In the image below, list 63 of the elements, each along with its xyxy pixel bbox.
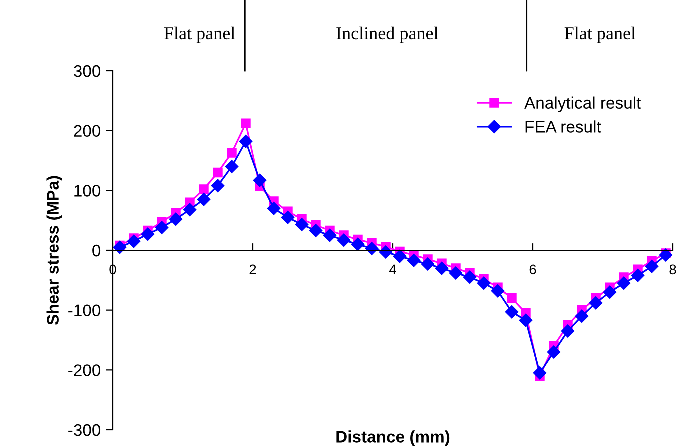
point: [267, 202, 281, 216]
legend-label: Analytical result: [524, 96, 642, 112]
point: [603, 286, 617, 299]
point: [547, 346, 561, 359]
point: [659, 248, 673, 262]
point: [141, 228, 155, 241]
text: Flat panel: [564, 26, 636, 44]
point: [575, 310, 589, 323]
point: [337, 234, 351, 247]
y-tick-label: 300: [74, 65, 101, 78]
y-tick-label: 100: [74, 185, 101, 197]
point: [463, 270, 477, 284]
y-tick-label: 200: [74, 125, 101, 138]
y-tick-label: -200: [68, 364, 101, 376]
point: [393, 250, 407, 264]
point: [435, 262, 449, 276]
point: [199, 184, 209, 194]
y-tick-label: -100: [68, 304, 101, 317]
legend-label: FEA result: [526, 120, 602, 133]
x-tick-label: 4: [389, 264, 396, 274]
point: [561, 324, 575, 338]
point: [227, 148, 237, 158]
x-tick-label: 6: [530, 264, 536, 275]
point: [183, 203, 197, 216]
point: [533, 366, 547, 380]
point: [155, 221, 169, 234]
point: [645, 260, 659, 274]
point: [505, 306, 519, 319]
point: [323, 228, 337, 242]
point: [589, 296, 603, 310]
point: [281, 211, 295, 224]
point: [197, 193, 211, 206]
y-axis-title: Shear stress (MPa): [46, 176, 62, 326]
point: [351, 238, 365, 252]
y-tick-label: -300: [68, 424, 101, 436]
point: [213, 168, 223, 178]
point: [239, 135, 253, 148]
point: [253, 174, 267, 188]
point: [477, 276, 491, 290]
point: [225, 160, 239, 174]
point: [211, 179, 225, 192]
point: [295, 218, 309, 232]
point: [365, 242, 379, 256]
x-axis-title: Distance (mm): [336, 430, 450, 446]
point: [631, 269, 645, 282]
point: [421, 258, 435, 271]
point: [127, 234, 141, 248]
point: [309, 224, 323, 238]
point: [169, 212, 183, 226]
point: [449, 266, 463, 280]
text: Inclined panel: [336, 26, 438, 44]
point: [519, 314, 533, 328]
point: [617, 276, 631, 290]
x-tick-label: 2: [250, 264, 256, 274]
text: Flat panel: [164, 26, 236, 44]
y-tick-label: 0: [92, 244, 101, 257]
point: [491, 284, 505, 298]
point: [507, 294, 517, 304]
x-tick-label: 8: [670, 264, 676, 275]
point: [113, 240, 127, 254]
point: [241, 118, 251, 129]
point: [379, 246, 393, 259]
point: [407, 254, 421, 268]
